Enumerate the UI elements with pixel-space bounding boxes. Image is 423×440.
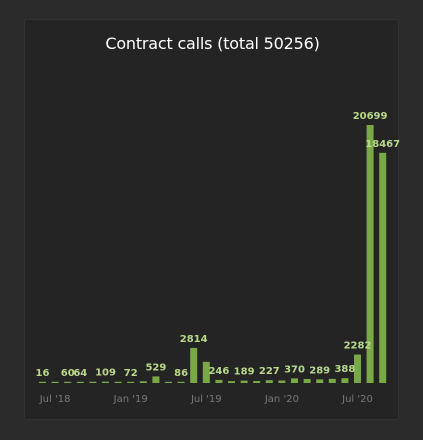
bar-2018-11: [102, 381, 109, 383]
bar-2020-09: [379, 152, 387, 383]
data-label-2018-11: 109: [95, 368, 116, 379]
bar-2020-05: [328, 378, 336, 383]
data-label-2020-06: 388: [334, 364, 355, 375]
data-label-2019-01: 72: [124, 368, 138, 379]
data-label-2018-08: 60: [61, 368, 75, 379]
x-tick-label: Jul '18: [39, 394, 71, 405]
chart-title: Contract calls (total 50256): [105, 34, 320, 53]
data-label-2018-06: 16: [36, 368, 50, 379]
data-label-2019-05: 86: [174, 368, 188, 379]
bar-2020-01: [278, 380, 286, 383]
bar-2020-04: [316, 379, 324, 383]
x-tick-label: Jan '20: [264, 394, 299, 405]
data-label-2020-04: 289: [309, 365, 330, 376]
bar-2019-12: [265, 380, 273, 383]
bar-2019-01: [127, 381, 135, 383]
bar-2019-03: [152, 376, 160, 383]
bar-2019-02: [139, 381, 147, 383]
bar-2020-06: [341, 378, 349, 383]
bars-group: [39, 125, 387, 383]
bar-2018-12: [114, 381, 122, 383]
data-label-2020-07: 2282: [344, 341, 372, 352]
bar-2018-07: [51, 381, 59, 383]
data-label-2019-03: 529: [145, 362, 166, 373]
bar-2020-08: [366, 125, 374, 383]
data-label-2018-09: 64: [73, 368, 87, 379]
bar-2019-09: [228, 381, 235, 383]
bar-2019-06: [190, 347, 198, 383]
bar-2020-07: [354, 354, 361, 383]
data-label-2020-08: 20699: [353, 111, 388, 122]
bar-2020-02: [291, 378, 298, 383]
data-label-2019-08: 246: [208, 366, 229, 377]
bar-2020-03: [303, 379, 311, 383]
bar-2018-08: [64, 381, 72, 383]
data-label-2019-12: 227: [259, 366, 280, 377]
x-tick-label: Jul '20: [341, 394, 373, 405]
bar-2019-11: [253, 381, 261, 383]
data-label-2020-09: 18467: [365, 139, 400, 150]
bar-2019-07: [202, 361, 210, 383]
x-tick-label: Jan '19: [113, 394, 148, 405]
data-label-2020-02: 370: [284, 364, 305, 375]
data-label-2019-06: 2814: [180, 334, 208, 345]
bar-2019-08: [215, 379, 223, 383]
x-tick-label: Jul '19: [190, 394, 222, 405]
bar-2018-09: [76, 381, 84, 383]
bar-2019-05: [177, 381, 185, 383]
x-axis-ticks: Jul '18 Jan '19 Jul '19 Jan '20 Jul '20: [39, 394, 373, 405]
bar-2019-10: [240, 380, 248, 383]
chart-panel: Contract calls (total 50256) 16 60 64 109 72…: [24, 19, 400, 420]
bar-2018-10: [89, 381, 97, 383]
bar-2018-06: [39, 381, 46, 383]
bar-2019-04: [165, 381, 172, 383]
data-label-2019-10: 189: [234, 367, 255, 378]
